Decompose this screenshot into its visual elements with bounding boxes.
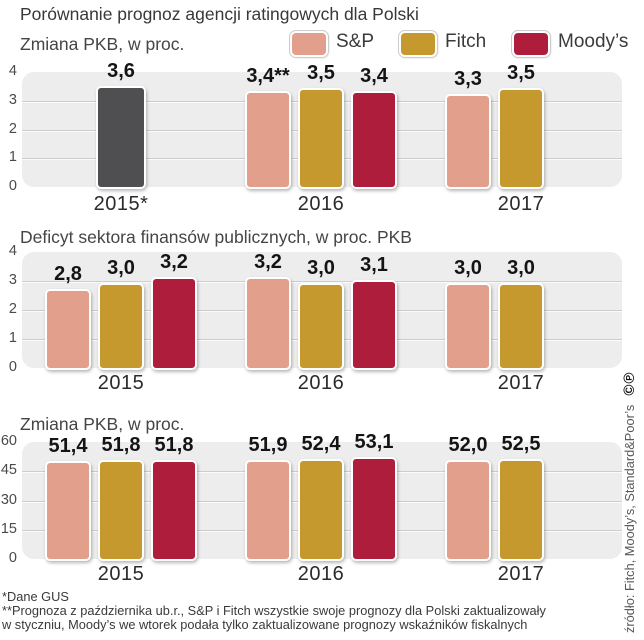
bar-value-label: 52,5 [501, 432, 541, 455]
chart3-plot: 51,4 51,8 51,8 51,9 52,4 53,1 52,0 52,5 [22, 431, 622, 561]
y-tick-label: 15 [0, 520, 17, 537]
x-axis-label: 2017 [497, 372, 545, 394]
legend-swatch-sp [290, 31, 328, 57]
bar-value-label: 3,5 [507, 62, 535, 85]
bar-fitch-2015 [98, 283, 144, 370]
x-axis-label: 2015 [97, 563, 145, 585]
y-tick-label: 4 [8, 243, 17, 259]
bar-moodys-2015 [151, 277, 197, 370]
y-tick-label: 3 [8, 272, 17, 288]
y-tick-label: 4 [8, 63, 17, 79]
bar-sp-2016 [245, 459, 291, 561]
footnote-dane-gus: *Dane GUS [2, 589, 69, 604]
bar-fitch-2015 [98, 460, 144, 561]
legend-swatch-moodys [512, 31, 550, 57]
legend-swatch-fitch [399, 31, 437, 57]
bar-fitch-2017 [498, 458, 544, 561]
bar-value-label: 3,1 [360, 254, 388, 277]
bar-value-label: 3,4** [246, 65, 290, 88]
bar-moodys-2016 [351, 91, 397, 189]
bar-sp-2017 [445, 459, 491, 561]
y-tick-label: 2 [8, 301, 17, 317]
x-axis-label: 2017 [497, 563, 545, 585]
x-axis-label: 2016 [297, 563, 345, 585]
legend-label-moodys: Moody’s [558, 31, 629, 52]
copyright-icons: ©℗ [621, 371, 638, 396]
bar-value-label: 3,2 [254, 251, 282, 274]
bar-value-label: 3,3 [454, 68, 482, 91]
footnotes: *Dane GUS **Prognoza z października ub.r… [2, 590, 546, 631]
bar-value-label: 3,6 [107, 59, 135, 82]
bar-value-label: 51,8 [101, 434, 141, 456]
bar-value-label: 52,4 [301, 432, 341, 455]
x-axis-label: 2017 [497, 193, 545, 215]
y-tick-label: 45 [0, 462, 17, 479]
bar-sp-2015 [45, 288, 91, 370]
bar-fitch-2017 [498, 283, 544, 370]
bar-value-label: 3,4 [360, 65, 388, 88]
bar-gus-2015 [96, 85, 146, 189]
x-axis-label: 2016 [297, 372, 345, 394]
source-text: źródło: Fitch, Moody’s, Standard&Poor’s [622, 404, 637, 633]
bar-sp-2016 [245, 277, 291, 370]
x-axis-label: 2015* [93, 193, 149, 215]
footnote-prognoza-line2: w styczniu, Moody’s we wtorek podała tyl… [2, 616, 528, 632]
bar-sp-2016 [245, 91, 291, 189]
bar-moodys-2015 [151, 460, 197, 561]
bar-value-label: 51,8 [154, 434, 194, 456]
bar-value-label: 3,0 [454, 257, 482, 279]
bar-sp-2017 [445, 283, 491, 370]
legend-label-sp: S&P [336, 31, 375, 52]
y-tick-label: 0 [8, 178, 17, 194]
y-tick-label: 3 [8, 91, 17, 108]
y-tick-label: 1 [8, 149, 17, 166]
y-tick-label: 2 [8, 120, 17, 137]
chart2-plot: 2,8 3,0 3,2 3,2 3,0 3,1 3,0 3,0 [22, 251, 622, 370]
source-vertical: źródło: Fitch, Moody’s, Standard&Poor’s ©… [621, 293, 638, 633]
bar-value-label: 51,4 [48, 434, 88, 457]
chart2-title: Deficyt sektora finansów publicznych, w … [20, 227, 412, 247]
bar-value-label: 2,8 [54, 262, 82, 285]
bar-moodys-2016 [351, 457, 397, 561]
y-tick-label: 0 [8, 550, 17, 566]
bar-value-label: 3,0 [307, 257, 335, 279]
bar-fitch-2016 [298, 283, 344, 370]
x-axis-label: 2015 [97, 372, 145, 394]
chart1-title: Zmiana PKB, w proc. [20, 34, 185, 54]
bar-fitch-2017 [498, 88, 544, 189]
gridline [22, 281, 622, 282]
y-tick-label: 60 [0, 433, 17, 449]
bar-fitch-2016 [298, 458, 344, 561]
y-tick-label: 30 [0, 491, 17, 508]
bar-value-label: 51,9 [248, 433, 288, 456]
bar-fitch-2016 [298, 88, 344, 189]
footnote-prognoza-line1: **Prognoza z października ub.r., S&P i F… [2, 602, 546, 618]
chart3-title: Zmiana PKB, w proc. [20, 414, 185, 434]
x-axis-label: 2016 [297, 193, 345, 215]
bar-value-label: 52,0 [448, 433, 488, 456]
bar-value-label: 3,0 [507, 257, 535, 279]
bar-value-label: 3,2 [160, 251, 188, 274]
legend-label-fitch: Fitch [445, 31, 487, 52]
chart1-plot: 3,6 3,4** 3,5 3,4 3,3 3,5 [22, 60, 622, 189]
bar-moodys-2016 [351, 280, 397, 370]
bar-value-label: 3,0 [107, 257, 135, 279]
bar-sp-2017 [445, 94, 491, 189]
bar-value-label: 3,5 [307, 62, 335, 85]
y-tick-label: 0 [8, 359, 17, 375]
bar-value-label: 53,1 [354, 431, 394, 454]
bar-sp-2015 [45, 460, 91, 561]
page-title: Porównanie prognoz agencji ratingowych d… [20, 4, 419, 24]
y-tick-label: 1 [8, 330, 17, 346]
